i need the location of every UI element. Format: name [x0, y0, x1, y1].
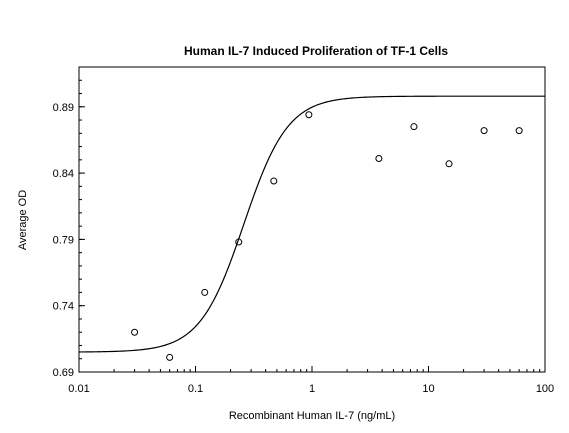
- x-tick-label: 0.01: [68, 383, 89, 395]
- data-point: [305, 111, 313, 119]
- chart-title: Human IL-7 Induced Proliferation of TF-1…: [184, 44, 448, 58]
- data-point: [375, 155, 383, 162]
- data-point: [166, 353, 174, 361]
- y-tick-label: 0.74: [53, 301, 74, 313]
- data-point: [480, 127, 488, 135]
- data-point: [270, 177, 278, 185]
- data-point: [201, 288, 209, 296]
- y-axis-ticks: 0.69 0.74 0.79 0.84 0.89: [53, 66, 85, 379]
- data-point: [515, 127, 523, 135]
- y-axis-label: Average OD: [17, 190, 29, 250]
- plot-frame: [78, 66, 546, 373]
- x-tick-label: 100: [536, 383, 554, 395]
- x-axis-label: Recombinant Human IL-7 (ng/mL): [229, 410, 395, 422]
- y-tick-label: 0.89: [53, 102, 74, 114]
- y-tick-label: 0.79: [53, 234, 74, 246]
- data-point: [131, 328, 139, 336]
- x-tick-label: 10: [422, 383, 434, 395]
- data-point: [410, 123, 418, 131]
- data-points: [131, 111, 523, 361]
- y-tick-label: 0.84: [53, 168, 74, 180]
- y-tick-label: 0.69: [53, 367, 74, 379]
- data-point: [235, 238, 243, 246]
- fit-curve: [78, 95, 545, 353]
- x-tick-label: 1: [309, 383, 315, 395]
- data-point: [445, 160, 453, 168]
- x-tick-label: 0.1: [188, 383, 203, 395]
- x-axis-ticks: 0.01 0.1 1 10 100: [68, 366, 554, 395]
